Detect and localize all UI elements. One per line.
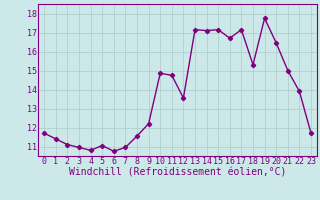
X-axis label: Windchill (Refroidissement éolien,°C): Windchill (Refroidissement éolien,°C) xyxy=(69,168,286,178)
